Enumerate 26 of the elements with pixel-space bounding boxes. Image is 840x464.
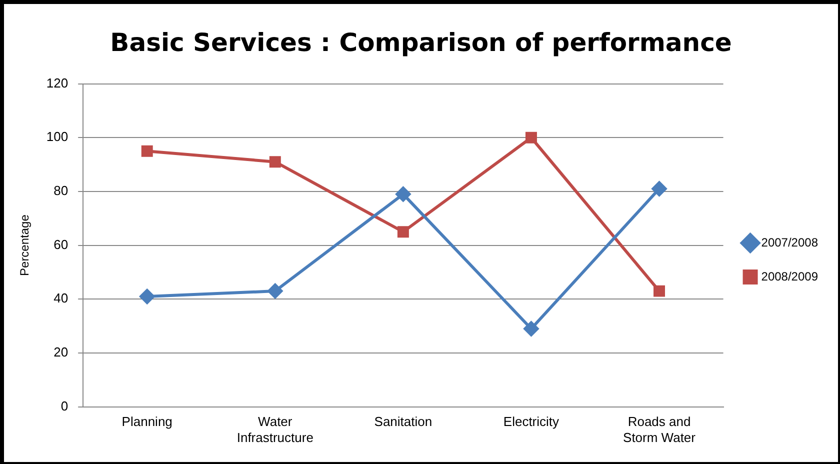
point: [396, 186, 411, 202]
x-tick-label: Sanitation: [374, 414, 432, 430]
point: [654, 285, 665, 297]
x-tick-label: Electricity: [503, 414, 560, 430]
legend-label: 2007/2008: [761, 235, 818, 250]
point: [141, 145, 153, 157]
y-tick-label: 0: [60, 398, 68, 414]
y-tick-label: 60: [54, 236, 68, 252]
point: [140, 288, 155, 304]
point: [269, 156, 281, 168]
y-tick-label: 20: [54, 344, 68, 360]
x-tick-label: Planning: [122, 414, 172, 430]
point: [397, 226, 409, 238]
x-tick-label: Water Infrastructure: [236, 414, 314, 445]
point: [652, 181, 667, 196]
y-tick-label: 80: [54, 183, 68, 198]
legend-label: 2008/2009: [761, 269, 818, 284]
x-tick-label: Roads and Storm Water: [623, 414, 696, 445]
point: [525, 132, 537, 144]
y-tick-label: 100: [46, 129, 68, 144]
chart-title: Basic Services : Comparison of performance: [109, 28, 733, 57]
y-tick-label: 120: [46, 75, 68, 90]
point: [268, 284, 283, 299]
point: [524, 321, 539, 336]
y-axis-title: Percentage: [18, 214, 32, 276]
y-tick-label: 40: [54, 290, 68, 306]
